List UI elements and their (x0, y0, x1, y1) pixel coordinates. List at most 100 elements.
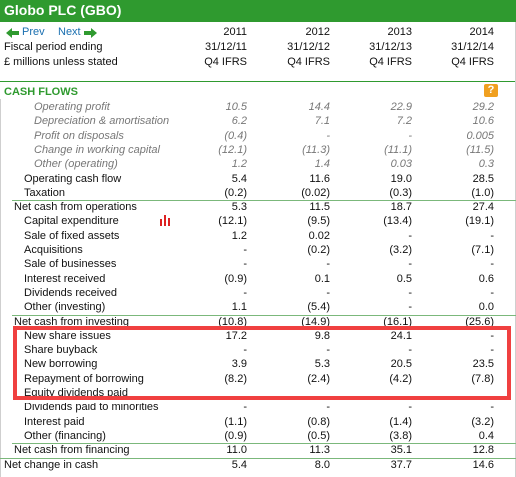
row-value: 5.4 (231, 458, 247, 471)
row-label: New borrowing (24, 358, 98, 371)
row-value: (3.8) (389, 429, 412, 442)
row-label: Net cash from operations (14, 201, 137, 214)
row-value: - (408, 258, 412, 271)
row-value: 11.5 (309, 201, 330, 214)
row-value: - (243, 244, 247, 256)
chart-icon[interactable] (159, 214, 171, 226)
row-label: Net cash from financing (14, 444, 130, 457)
row-value: 5.3 (314, 358, 330, 371)
row-value: (12.1) (218, 215, 247, 228)
row-value: 17.2 (225, 329, 247, 342)
prev-link[interactable]: Prev (22, 26, 45, 38)
row-label: Profit on disposals (34, 129, 124, 142)
row-value: - (408, 344, 412, 357)
column-years: 2011 (223, 26, 247, 38)
row-value: 28.5 (472, 172, 494, 185)
total-rule (12, 443, 516, 445)
row-value: (0.5) (307, 429, 330, 442)
row-value: - (326, 401, 330, 414)
row-value: (9.5) (307, 215, 330, 228)
row-label: Sale of businesses (24, 258, 117, 271)
row-label: Depreciation & amortisation (34, 115, 170, 128)
row-value: 10.5 (225, 101, 247, 113)
row-value: (3.2) (389, 244, 412, 256)
row-value: (11.3) (302, 143, 330, 156)
row-label: Dividends paid to minorities (24, 401, 159, 414)
row-value: (14.9) (301, 315, 330, 328)
row-value: 11.6 (309, 172, 330, 185)
row-label: Other (investing) (24, 301, 106, 314)
row-value: 7.1 (314, 115, 330, 128)
column-standards: Q4 IFRS (287, 56, 330, 68)
row-value: (0.8) (307, 415, 330, 428)
row-value: 27.4 (472, 201, 494, 214)
row-value: (5.4) (307, 301, 330, 314)
row-value: - (243, 258, 247, 271)
row-value: 14.4 (308, 101, 330, 113)
row-value: 0.4 (478, 429, 494, 442)
column-standards: Q4 IFRS (369, 56, 412, 68)
row-value: - (326, 129, 330, 142)
row-value: 0.3 (478, 158, 494, 171)
row-label: New share issues (24, 329, 111, 342)
column-periods: 31/12/12 (287, 41, 330, 53)
row-label: Change in working capital (34, 143, 160, 156)
row-value: 23.5 (472, 358, 494, 371)
column-standards: Q4 IFRS (204, 56, 247, 68)
row-value: (16.1) (383, 315, 412, 328)
period-label: Fiscal period ending (4, 41, 103, 53)
row-value: 1.1 (231, 301, 247, 314)
row-value: 14.6 (472, 458, 494, 471)
row-value: 22.9 (390, 101, 412, 113)
row-label: Net change in cash (4, 458, 99, 471)
prev-arrow[interactable] (6, 28, 20, 38)
row-value: - (408, 129, 412, 142)
row-label: Capital expenditure (24, 215, 119, 228)
row-label: Sale of fixed assets (24, 229, 120, 242)
column-periods: 31/12/14 (451, 41, 494, 53)
row-value: - (243, 286, 247, 299)
row-value: - (243, 401, 247, 414)
left-border (0, 99, 1, 477)
row-value: - (490, 401, 494, 414)
row-label: Repayment of borrowing (24, 372, 144, 385)
row-value: 19.0 (390, 172, 412, 185)
column-periods: 31/12/13 (369, 41, 412, 53)
row-value: (0.2) (307, 244, 330, 256)
next-link[interactable]: Next (58, 26, 81, 38)
row-label: Other (financing) (24, 429, 106, 442)
title-bar (0, 0, 516, 22)
column-periods: 31/12/11 (204, 41, 247, 53)
next-arrow[interactable] (84, 28, 98, 38)
row-label: Share buyback (24, 344, 98, 357)
row-value: (2.4) (307, 372, 330, 385)
row-value: - (326, 286, 330, 299)
row-value: 0.005 (466, 129, 494, 142)
row-value: (8.2) (224, 372, 247, 385)
row-value: 5.3 (231, 201, 247, 214)
row-value: (11.1) (384, 143, 412, 156)
row-value: 20.5 (390, 358, 412, 371)
row-value: (0.2) (224, 186, 247, 199)
row-value: 9.8 (314, 329, 330, 342)
row-value: - (408, 301, 412, 314)
row-value: (3.2) (471, 415, 494, 428)
column-standards: Q4 IFRS (451, 56, 494, 68)
row-value: - (408, 401, 412, 414)
row-label: Operating cash flow (24, 172, 122, 185)
row-value: 29.2 (472, 101, 494, 113)
help-icon[interactable]: ? (484, 84, 498, 97)
row-label: Taxation (24, 186, 65, 199)
row-value: - (408, 229, 412, 242)
row-value: 0.03 (390, 158, 412, 171)
row-value: (13.4) (383, 215, 412, 228)
section-rule (0, 81, 516, 82)
title: Globo PLC (GBO) (4, 2, 122, 18)
row-value: 0.5 (396, 272, 412, 285)
row-value: - (408, 286, 412, 299)
row-value: - (490, 286, 494, 299)
row-value: 10.6 (472, 115, 494, 128)
row-value: 35.1 (390, 444, 412, 457)
row-value: 1.2 (231, 229, 247, 242)
row-value: (11.5) (466, 143, 494, 156)
